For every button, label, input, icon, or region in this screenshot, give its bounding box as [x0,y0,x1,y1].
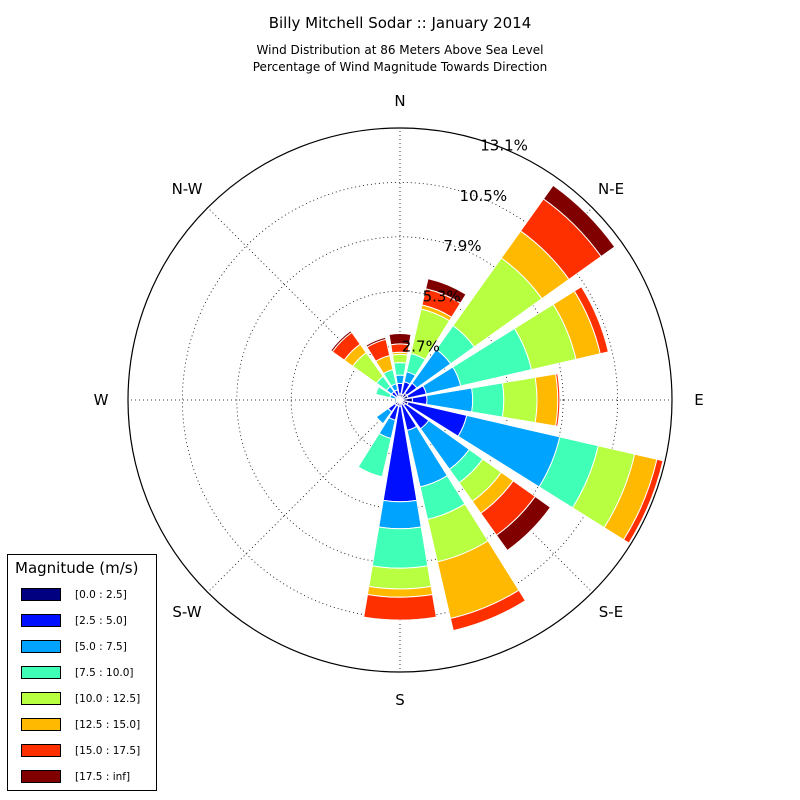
wind-bar-segment [573,285,609,355]
direction-label-n: N [394,92,405,110]
wind-bar-segment [501,376,538,424]
grid-spoke [207,399,401,593]
legend-swatch [21,588,61,601]
wind-bar-segment [368,565,432,590]
wind-bar-segment [363,593,437,621]
legend-label: [12.5 : 15.0] [75,719,141,731]
wind-bar-segment [375,407,393,425]
ring-label: 10.5% [459,187,507,205]
direction-label-ne: N-E [598,180,624,198]
direction-label-sw: S-W [172,603,201,621]
grid-ring [290,290,510,510]
legend-swatch [21,640,61,653]
legend-swatch [21,744,61,757]
legend-label: [2.5 : 5.0] [75,615,127,627]
legend-item: [0.0 : 2.5] [21,588,151,602]
wind-bar-segment [388,333,412,346]
legend-item: [10.0 : 12.5] [21,692,151,706]
wind-bar-segment [449,589,527,632]
ring-label: 2.7% [402,338,440,356]
ring-label: 7.9% [443,237,481,255]
direction-label-nw: N-W [172,180,203,198]
polar-frame [127,127,673,673]
legend-title: Magnitude (m/s) [15,559,139,577]
wind-bar-segment [534,373,559,427]
wind-bar-segment [471,382,505,418]
chart-subtitle-line-2: Percentage of Wind Magnitude Towards Dir… [253,60,547,74]
chart-title: Billy Mitchell Sodar :: January 2014 [269,14,532,32]
legend: Magnitude (m/s) [0.0 : 2.5] [2.5 : 5.0] … [7,554,157,791]
wind-bar-segment [495,495,552,552]
wind-bar-segment [375,386,392,399]
legend-label: [7.5 : 10.0] [75,667,134,679]
wind-bar-segment [542,184,616,258]
wind-bar-segment [378,499,422,530]
legend-label: [5.0 : 7.5] [75,641,127,653]
wind-bars [329,184,664,632]
legend-label: [0.0 : 2.5] [75,589,127,601]
direction-label-s: S [395,691,405,709]
legend-label: [15.0 : 17.5] [75,745,141,757]
legend-swatch [21,666,61,679]
wind-bar-segment [393,362,407,377]
legend-item: [12.5 : 15.0] [21,718,151,732]
legend-swatch [21,692,61,705]
ring-label: 13.1% [480,137,528,155]
legend-item: [15.0 : 17.5] [21,744,151,758]
chart-subtitle-line-1: Wind Distribution at 86 Meters Above Sea… [257,43,544,57]
legend-item: [7.5 : 10.0] [21,666,151,680]
wind-bar-segment [425,278,467,304]
wind-bar-segment [371,526,429,569]
legend-item: [5.0 : 7.5] [21,640,151,654]
wind-bar-segment [555,373,561,427]
legend-item: [2.5 : 5.0] [21,614,151,628]
wind-bar-segment [329,329,353,353]
wind-bar-segment [393,400,398,404]
legend-swatch [21,718,61,731]
wind-bar-segment [622,458,664,544]
wind-bar-segment [365,336,387,348]
ring-label: 5.3% [423,287,461,305]
grid-spoke [207,207,401,401]
direction-label-se: S-E [599,603,623,621]
wind-bar-segment [395,374,405,385]
legend-swatch [21,770,61,783]
legend-swatch [21,614,61,627]
wind-bar-segment [357,432,392,478]
direction-label-w: W [94,391,109,409]
legend-item: [17.5 : inf] [21,770,151,784]
grid-ring [181,181,619,619]
ring-labels: 2.7% 5.3% 7.9% 10.5% 13.1% [402,137,528,356]
legend-label: [17.5 : inf] [75,771,131,783]
direction-label-e: E [694,391,703,409]
legend-label: [10.0 : 12.5] [75,693,141,705]
